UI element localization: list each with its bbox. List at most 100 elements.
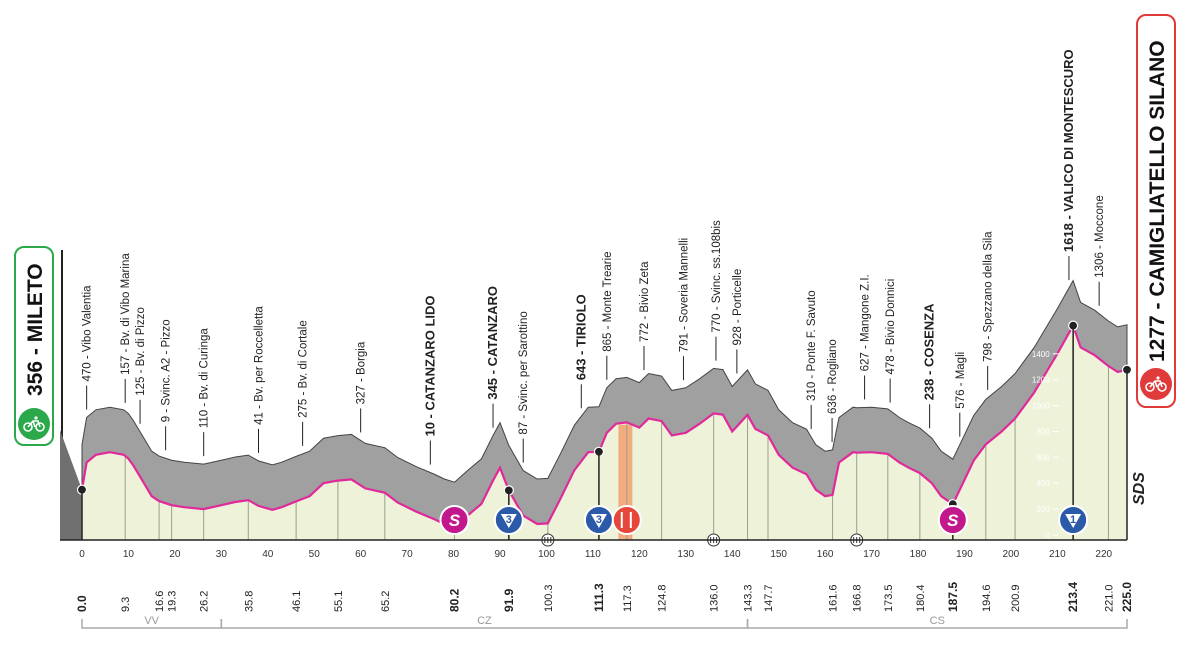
km-mark-label: 187.5	[946, 582, 960, 612]
kom-category: 3	[596, 514, 602, 526]
x-tick-label: 50	[309, 549, 321, 560]
km-mark-label: 200.9	[1010, 584, 1022, 612]
x-tick-label: 200	[1003, 549, 1020, 560]
km-mark-label: 46.1	[291, 591, 303, 612]
x-tick-label: 110	[585, 549, 601, 560]
place-label: 627 - Mangone Z.I.	[860, 274, 872, 371]
start-wall	[60, 430, 82, 540]
km-mark-label: 35.8	[243, 591, 255, 612]
km-marks: 0.0 9.3 16.6 19.3 26.2 35.8 46.1 55.1 65.2 80.2 91…	[75, 582, 1134, 612]
mountain-icon	[500, 514, 517, 528]
x-axis-ticks: 0 10 20 30 40 50 60 70 80 90 100 110 120 130 140 150 160…	[60, 539, 1127, 560]
province-label: CS	[930, 615, 945, 627]
km-mark-label: 147.7	[763, 584, 775, 612]
km-mark-label: 16.6	[154, 591, 166, 612]
x-tick-label: 10	[123, 549, 135, 560]
km-mark-label: 225.0	[1120, 582, 1134, 612]
place-label: 470 - Vibo Valentia	[82, 285, 94, 382]
x-tick-label: 120	[631, 549, 648, 560]
x-tick-label: 40	[262, 549, 274, 560]
km-mark-label: 117.3	[622, 585, 634, 612]
cyclist-icon	[23, 416, 45, 432]
place-label: 345 - CATANZARO	[485, 286, 500, 400]
place-label: 791 - Soveria Mannelli	[678, 238, 690, 352]
cyclist-icon	[1145, 376, 1167, 392]
x-tick-label: 140	[724, 549, 741, 560]
province-bracket	[746, 619, 1128, 629]
km-mark-label: 180.4	[915, 584, 927, 612]
x-tick-label: 170	[863, 549, 880, 560]
x-tick-label: 70	[402, 549, 414, 560]
place-label: 770 - Svinc. ss.108bis	[711, 220, 723, 333]
mountain-icon	[1065, 514, 1082, 528]
km-mark-label: 19.3	[167, 591, 179, 612]
road-line	[80, 322, 1128, 529]
place-label: 310 - Ponte F. Savuto	[806, 290, 818, 401]
finish-town-label: 1277 - CAMIGLIATELLO SILANO	[1146, 40, 1169, 362]
place-label: 772 - Bivio Zeta	[639, 261, 651, 342]
x-tick-label: 20	[169, 549, 181, 560]
km-mark-label: 0.0	[75, 595, 89, 612]
place-label: 10 - CATANZARO LIDO	[422, 295, 437, 436]
km-mark-label: 80.2	[447, 588, 461, 612]
province-label: VV	[144, 615, 159, 627]
place-label: 87 - Svinc. per Sarottino	[518, 311, 530, 434]
place-label: 798 - Spezzano della Sila	[983, 231, 995, 362]
place-label: 275 - Bv. di Cortale	[298, 320, 310, 418]
x-tick-label: 180	[910, 549, 927, 560]
place-label: 1306 - Moccone	[1094, 195, 1106, 277]
start-town-label: 356 - MILETO	[24, 263, 47, 396]
x-tick-label: 220	[1095, 549, 1112, 560]
place-label: 327 - Borgia	[356, 341, 368, 404]
place-label: 643 - TIRIOLO	[573, 294, 588, 380]
km-mark-label: 111.3	[592, 583, 606, 612]
km-mark-label: 55.1	[333, 591, 345, 612]
sprint-label: S	[947, 511, 959, 530]
x-tick-label: 90	[494, 549, 506, 560]
x-tick-label: 130	[677, 549, 694, 560]
km-mark-label: 173.5	[883, 584, 895, 612]
altitude-scale: 0 200 400 600 800 1000 1200 1400	[1032, 350, 1059, 540]
place-label: 238 - COSENZA	[922, 303, 937, 400]
place-label: 576 - Magli	[955, 352, 967, 409]
race-markers: S 3 3 S 1	[439, 505, 1089, 547]
km-mark-label: 9.3	[120, 597, 132, 612]
x-tick-label: 190	[956, 549, 973, 560]
y-tick-label: 800	[1036, 427, 1050, 436]
x-tick-label: 30	[216, 549, 228, 560]
x-tick-label: 210	[1049, 549, 1066, 560]
place-label: 9 - Svinc. A2 - Pizzo	[161, 319, 173, 422]
x-tick-label: 150	[770, 549, 787, 560]
y-tick-label: 1000	[1032, 402, 1050, 411]
start-cyclist-icon	[18, 408, 50, 440]
y-tick-label: 600	[1036, 453, 1050, 462]
km-mark-label: 124.8	[657, 584, 669, 612]
kom-category: 3	[506, 514, 512, 526]
km-mark-label: 213.4	[1066, 582, 1080, 612]
place-label: 125 - Bv. di Pizzo	[135, 307, 147, 396]
sprint-label: S	[449, 511, 461, 530]
y-tick-label: 200	[1036, 505, 1050, 514]
province-label: CZ	[477, 615, 492, 627]
finish-town-box: 1277 - CAMIGLIATELLO SILANO	[1136, 14, 1176, 408]
kom-category: 1	[1070, 514, 1076, 526]
y-tick-label: 1200	[1032, 376, 1050, 385]
km-mark-label: 100.3	[543, 584, 555, 612]
sprint-badge-icon	[439, 505, 470, 535]
mountain-icon	[590, 514, 607, 528]
sprint-badge-icon	[937, 505, 968, 535]
province-bands: VV CZ CS	[81, 615, 1128, 629]
place-label: 636 - Rogliano	[827, 339, 839, 414]
fork-knife-icon	[620, 512, 632, 528]
km-mark-label: 166.8	[852, 584, 864, 612]
place-labels: 470 - Vibo Valentia 157 - Bv. di Vibo Mar…	[82, 49, 1106, 465]
place-label: 928 - Porticelle	[732, 269, 744, 346]
km-mark-label: 194.6	[981, 584, 993, 612]
feed-zone-icon	[611, 505, 642, 535]
x-tick-label: 100	[538, 549, 555, 560]
place-label: 478 - Bivio Donnici	[885, 279, 897, 375]
x-tick-label: 160	[817, 549, 834, 560]
ground-fill	[82, 325, 1127, 540]
km-mark-label: 143.3	[743, 584, 755, 612]
